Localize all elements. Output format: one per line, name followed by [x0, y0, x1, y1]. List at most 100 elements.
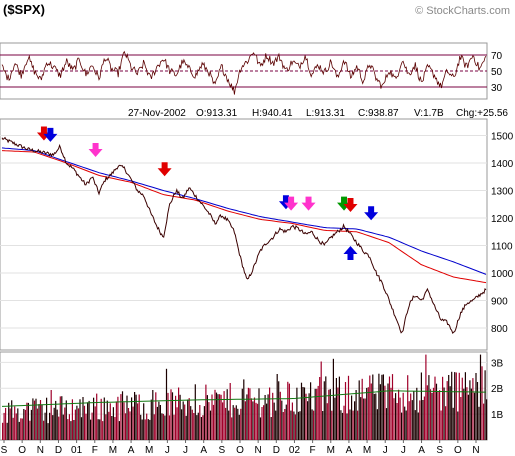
volume-bar: [372, 374, 374, 440]
volume-bar: [361, 378, 363, 440]
price-tick-label: 1400: [491, 159, 514, 170]
volume-bar: [434, 376, 436, 440]
info-close: C:938.87: [358, 108, 399, 119]
volume-bar: [252, 401, 254, 440]
price-line: [1, 136, 487, 335]
volume-bar: [44, 412, 46, 440]
volume-bar: [200, 417, 202, 440]
rsi-panel-frame: [0, 42, 488, 100]
x-tick-label: D: [55, 445, 62, 456]
volume-bar: [41, 405, 43, 440]
volume-bar: [87, 402, 89, 440]
volume-bar: [472, 378, 474, 440]
volume-bar: [423, 396, 425, 440]
volume-bar: [358, 380, 360, 440]
volume-bar: [253, 397, 256, 440]
volume-bar: [402, 392, 404, 440]
volume-bar: [100, 398, 102, 440]
volume-bar: [396, 403, 398, 440]
price-tick-label: 1200: [491, 214, 514, 225]
info-change: Chg:+25.56: [456, 108, 508, 119]
signal-arrow-up: [343, 246, 358, 260]
volume-bar: [109, 403, 111, 440]
volume-bar: [90, 419, 92, 440]
volume-bar: [419, 400, 421, 440]
volume-bar: [235, 405, 237, 440]
volume-bar: [375, 393, 377, 440]
volume-bar: [387, 383, 389, 440]
volume-bar: [132, 406, 134, 440]
volume-bar: [225, 407, 227, 440]
moving-average-fast: [1, 150, 487, 284]
volume-bar: [429, 389, 432, 440]
volume-bar: [439, 390, 441, 440]
x-tick-label: S: [436, 445, 443, 456]
volume-bar: [85, 413, 87, 440]
signal-arrows: [36, 126, 379, 260]
x-tick-label: N: [472, 445, 479, 456]
volume-bar: [175, 395, 177, 440]
volume-bar: [203, 406, 205, 440]
volume-bar: [366, 387, 368, 440]
volume-bar: [238, 414, 240, 440]
volume-bar: [179, 394, 181, 440]
volume-bar: [352, 410, 354, 440]
volume-bar: [237, 408, 239, 440]
volume-bar: [258, 388, 260, 440]
volume-bar: [97, 419, 99, 440]
volume-bar: [68, 414, 70, 440]
volume-bar: [50, 390, 52, 440]
volume-bar: [76, 405, 78, 440]
x-tick-label: M: [145, 445, 153, 456]
volume-bar: [264, 395, 266, 440]
volume-bar: [284, 409, 286, 440]
volume-bar: [404, 406, 406, 440]
volume-bar: [134, 392, 136, 440]
volume-bar: [171, 392, 174, 440]
volume-bar: [228, 410, 230, 440]
price-panel: 800 900 1000 1100 1200 1300 1400 1500: [0, 118, 514, 351]
volume-bar: [463, 388, 465, 440]
volume-bar: [299, 411, 301, 440]
volume-bar: [337, 387, 339, 440]
volume-bar: [99, 419, 101, 440]
volume-bar: [196, 415, 198, 440]
volume-bar: [442, 376, 444, 440]
signal-arrow-down: [301, 196, 316, 211]
volume-bar: [80, 417, 83, 440]
volume-bar: [38, 404, 40, 440]
volume-bar: [399, 397, 401, 440]
x-tick-label: J: [165, 445, 170, 456]
volume-bar: [226, 389, 228, 440]
volume-bar: [244, 401, 246, 440]
volume-bar: [467, 394, 469, 440]
volume-bar: [454, 372, 456, 440]
volume-bar: [156, 406, 158, 440]
volume-bar: [340, 410, 342, 440]
volume-bars: [2, 354, 488, 440]
volume-bar: [407, 375, 409, 440]
volume-bar: [111, 416, 113, 440]
price-tick-label: 1500: [491, 132, 514, 143]
volume-bar: [108, 411, 110, 440]
x-tick-label: N: [37, 445, 44, 456]
volume-bar: [105, 414, 107, 440]
volume-bar: [249, 388, 251, 440]
x-tick-label: S: [1, 445, 8, 456]
volume-bar: [26, 402, 28, 440]
volume-bar: [12, 417, 14, 440]
volume-bar: [120, 394, 122, 440]
volume-bar: [255, 402, 257, 440]
volume-bar: [241, 388, 243, 440]
volume-bar: [36, 408, 39, 440]
volume-bar: [187, 399, 189, 440]
volume-bar: [461, 377, 463, 440]
volume-bar: [6, 422, 8, 440]
volume-bar: [417, 412, 419, 440]
volume-bar: [322, 411, 324, 440]
volume-bar: [94, 406, 96, 440]
volume-bar: [293, 411, 295, 440]
volume-bar: [476, 382, 479, 440]
volume-bar: [138, 394, 140, 440]
volume-bar: [373, 393, 375, 440]
